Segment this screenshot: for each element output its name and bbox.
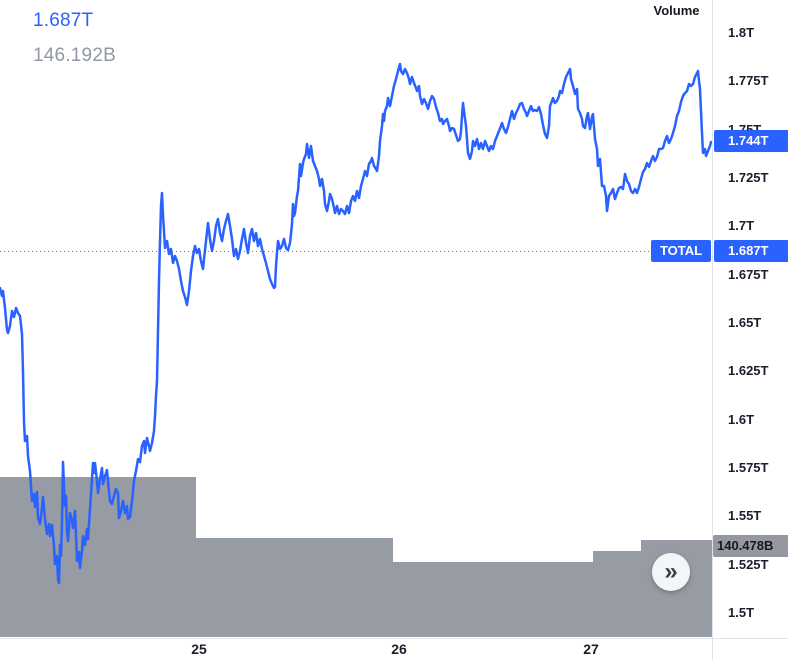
- scroll-to-recent-button[interactable]: »: [652, 553, 690, 591]
- volume-bar: [393, 562, 593, 637]
- y-axis-tick-1.525T: 1.525T: [728, 556, 769, 572]
- time-axis[interactable]: 25 26 27: [0, 639, 712, 660]
- volume-bar: [0, 477, 196, 637]
- y-axis-tick-1.775T: 1.775T: [728, 73, 769, 89]
- time-axis-separator: [0, 638, 788, 639]
- chart-legend: 1.687T 146.192B: [33, 10, 116, 67]
- last-price-badge: 1.744T: [714, 130, 788, 153]
- y-axis-tick-1.8T: 1.8T: [728, 25, 755, 40]
- x-axis-tick-25: 25: [191, 641, 207, 657]
- y-axis-tick-1.575T: 1.575T: [728, 459, 769, 475]
- total-line-value-badge: 1.687T: [714, 240, 788, 263]
- double-chevron-right-icon: »: [664, 558, 678, 585]
- volume-bar: [196, 538, 393, 637]
- total-line-label-badge: TOTAL: [651, 240, 711, 263]
- y-axis-tick-1.65T: 1.65T: [728, 314, 762, 330]
- volume-label: Volume: [653, 3, 700, 18]
- legend-volume-value: 146.192B: [33, 45, 116, 66]
- last-volume-badge: 140.478B: [713, 535, 788, 557]
- legend-total-value: 1.687T: [33, 10, 94, 31]
- price-axis[interactable]: 1.8T 1.775T 1.75T 1.725T 1.7T 1.675T 1.65T 1.62…: [712, 0, 788, 660]
- y-axis-tick-1.725T: 1.725T: [728, 169, 769, 185]
- y-axis-tick-1.55T: 1.55T: [728, 508, 762, 524]
- y-axis-tick-1.6T: 1.6T: [728, 411, 755, 427]
- price-line: [0, 62, 713, 585]
- y-axis-tick-1.5T: 1.5T: [728, 604, 755, 620]
- y-axis-tick-1.675T: 1.675T: [728, 266, 769, 282]
- y-axis-tick-1.625T: 1.625T: [728, 363, 769, 379]
- x-axis-tick-27: 27: [583, 641, 599, 657]
- x-axis-tick-26: 26: [391, 641, 407, 657]
- y-axis-tick-1.7T: 1.7T: [728, 218, 755, 234]
